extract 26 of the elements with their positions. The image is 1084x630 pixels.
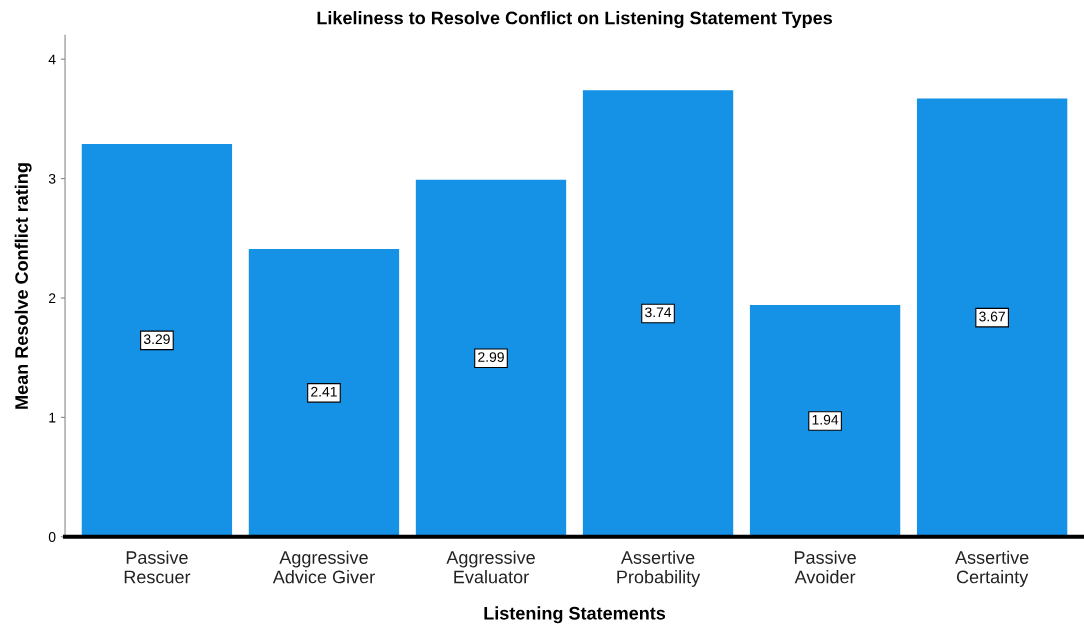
y-tick-label: 4 <box>48 54 56 65</box>
bar <box>582 90 734 537</box>
data-label: 3.74 <box>645 307 672 318</box>
data-label: 2.41 <box>311 386 337 397</box>
data-label: 2.99 <box>478 352 504 362</box>
y-tick-label: 3 <box>48 173 56 184</box>
x-tick-label: Passive Rescuer <box>124 550 191 584</box>
y-axis-title: Mean Resolve Conflict rating <box>14 163 32 409</box>
bar <box>749 305 901 537</box>
bar <box>916 98 1068 537</box>
bar <box>248 249 400 537</box>
x-axis-title: Listening Statements <box>484 606 666 624</box>
x-tick-label: Assertive Certainty <box>955 550 1029 587</box>
chart-title: Likeliness to Resolve Conflict on Listening Statement Types <box>317 11 832 28</box>
data-label: 3.67 <box>979 311 1005 322</box>
x-tick-label: Passive Avoider <box>794 550 856 584</box>
data-label: 1.94 <box>812 414 839 425</box>
x-tick-label: Assertive Probability <box>617 550 701 587</box>
x-tick-label: Aggressive Evaluator <box>446 550 535 584</box>
data-label: 3.29 <box>143 334 170 345</box>
y-tick-label: 0 <box>48 532 56 542</box>
bar <box>81 143 233 537</box>
y-tick-label: 2 <box>48 293 56 303</box>
x-tick-label: Aggressive Advice Giver <box>272 550 375 584</box>
y-tick-label: 1 <box>49 412 56 423</box>
bar <box>415 179 567 537</box>
